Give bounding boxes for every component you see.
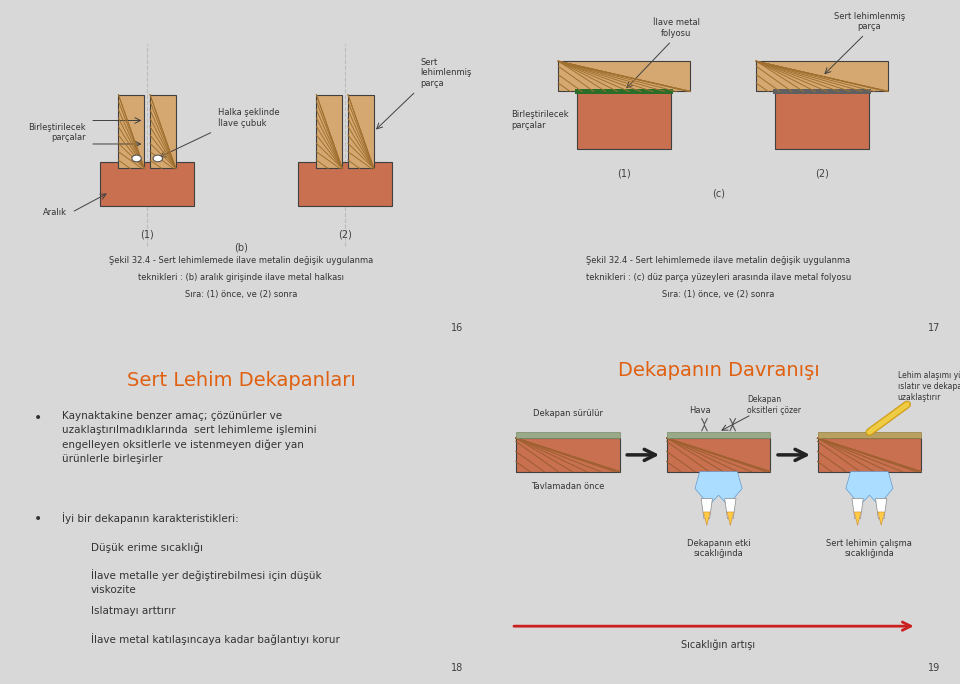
Polygon shape [876,499,887,518]
Text: teknikleri : (b) aralık girişinde ilave metal halkası: teknikleri : (b) aralık girişinde ilave … [138,273,345,282]
Text: Şekil 32.4 - Sert lehimlemede ilave metalin değişik uygulanma: Şekil 32.4 - Sert lehimlemede ilave meta… [587,256,851,265]
Text: Sert Lehim Dekapanları: Sert Lehim Dekapanları [127,371,356,390]
Text: 19: 19 [928,663,940,673]
Bar [666,432,771,438]
Polygon shape [701,499,712,518]
Polygon shape [725,499,736,518]
Text: Sıra: (1) önce, ve (2) sonra: Sıra: (1) önce, ve (2) sonra [185,289,298,299]
Text: teknikleri : (c) düz parça yüzeyleri arasında ilave metal folyosu: teknikleri : (c) düz parça yüzeyleri ara… [586,273,852,282]
Bar [577,92,671,148]
Bar [818,432,922,438]
Bar [100,162,194,206]
Text: Halka şeklinde
İlave çubuk: Halka şeklinde İlave çubuk [218,108,279,128]
Bar [150,94,176,168]
Text: Tavlamadan önce: Tavlamadan önce [531,482,605,490]
Text: (2): (2) [338,229,352,239]
Text: Sert lehimlenmiş
parça: Sert lehimlenmiş parça [834,12,905,31]
Text: Sıra: (1) önce, ve (2) sonra: Sıra: (1) önce, ve (2) sonra [662,289,775,299]
Text: Sert lehimin çalışma
sıcaklığında: Sert lehimin çalışma sıcaklığında [827,539,912,558]
Bar [516,438,619,472]
Text: Düşük erime sıcaklığı: Düşük erime sıcaklığı [90,542,203,553]
Text: (1): (1) [140,229,154,239]
Text: Kaynaktakine benzer amaç; çözünürler ve
uzaklaştırılmadıklarında  sert lehimleme: Kaynaktakine benzer amaç; çözünürler ve … [62,411,317,464]
Text: İlave metal katılaşıncaya kadar bağlantıyı korur: İlave metal katılaşıncaya kadar bağlantı… [90,633,340,645]
Polygon shape [727,512,733,525]
Bar [559,61,690,92]
Bar [575,89,673,94]
Text: Dekapan
oksitleri çözer: Dekapan oksitleri çözer [747,395,801,415]
Text: Birleştirilecek
parçalar: Birleştirilecek parçalar [28,122,85,142]
Text: (1): (1) [617,169,631,179]
Text: Hava: Hava [689,406,710,415]
Text: •: • [34,512,42,526]
Bar [348,94,373,168]
Bar [818,438,922,472]
Bar [317,94,343,168]
Polygon shape [695,472,742,505]
Bar [756,61,888,92]
Circle shape [132,155,141,162]
Polygon shape [704,512,710,525]
Text: (2): (2) [815,169,829,179]
Polygon shape [846,472,893,505]
Bar [118,94,144,168]
Bar [775,92,870,148]
Text: İlave metal
folyosu: İlave metal folyosu [653,18,700,38]
Bar [773,89,872,94]
Text: 16: 16 [451,324,463,333]
Text: Birleştirilecek
parçalar: Birleştirilecek parçalar [511,110,568,130]
Bar [666,438,771,472]
Text: İyi bir dekapanın karakteristikleri:: İyi bir dekapanın karakteristikleri: [62,512,239,524]
Text: Şekil 32.4 - Sert lehimlemede ilave metalin değişik uygulanma: Şekil 32.4 - Sert lehimlemede ilave meta… [109,256,373,265]
Text: (b): (b) [234,243,249,252]
Text: 17: 17 [927,324,940,333]
Text: Dekapan sürülür: Dekapan sürülür [533,409,603,418]
Polygon shape [854,512,861,525]
Polygon shape [877,512,884,525]
Text: Islatmayı arttırır: Islatmayı arttırır [90,606,176,616]
Text: 18: 18 [451,663,463,673]
Text: Sert
lehimlenmiş
parça: Sert lehimlenmiş parça [420,58,472,88]
Bar [516,432,619,438]
Text: Aralık: Aralık [43,208,67,217]
Bar [298,162,393,206]
Text: •: • [34,411,42,425]
Text: İlave metalle yer değiştirebilmesi için düşük
viskozite: İlave metalle yer değiştirebilmesi için … [90,569,322,595]
Text: Dekapanın Davranışı: Dekapanın Davranışı [617,361,820,380]
Text: Sıcaklığın artışı: Sıcaklığın artışı [682,640,756,650]
Text: Lehim alaşımı yüzeyi
ıslatır ve dekapanı
uzaklaştırır: Lehim alaşımı yüzeyi ıslatır ve dekapanı… [898,371,960,402]
Circle shape [153,155,162,162]
Text: Dekapanın etki
sıcaklığında: Dekapanın etki sıcaklığında [686,539,751,558]
Polygon shape [852,499,863,518]
Text: (c): (c) [712,189,725,199]
